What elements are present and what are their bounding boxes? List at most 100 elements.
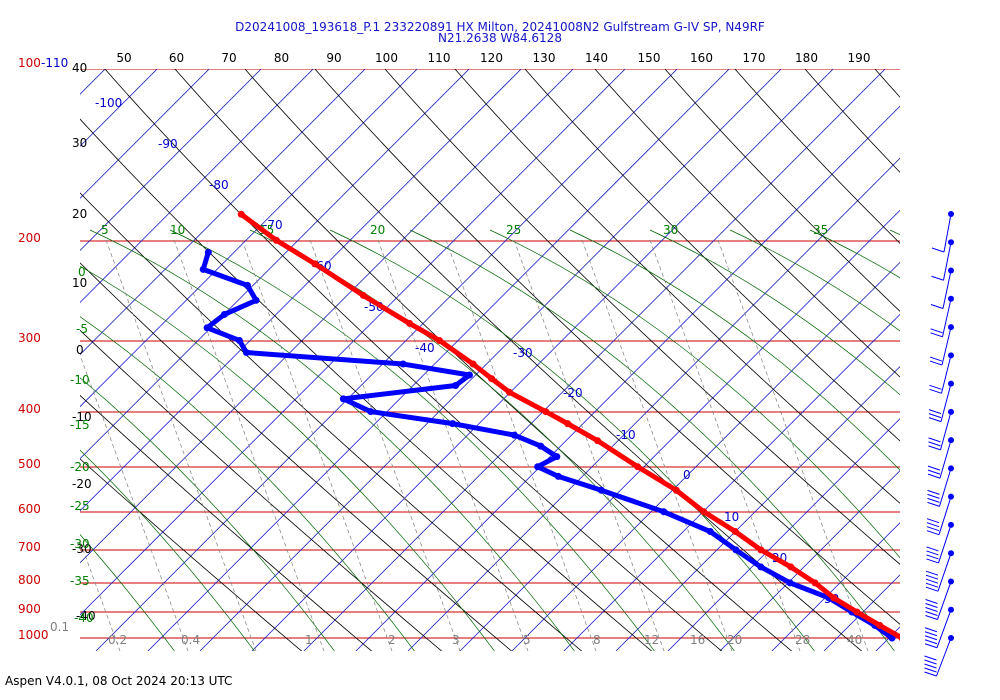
isotherm-line: [80, 69, 626, 616]
height-label: 0: [76, 343, 84, 357]
wind-barb-point: [948, 493, 954, 500]
wind-barb-flag: [925, 582, 939, 588]
mixing-ratio-line: [445, 239, 597, 651]
dewpoint-profile-point: [732, 546, 740, 554]
moist-adiabat-label: 30: [663, 223, 678, 237]
wind-barb-point: [948, 295, 954, 302]
wind-barb-staff: [942, 270, 952, 309]
wind-barb-flag: [925, 614, 938, 620]
isotherm-line: [980, 0, 1000, 651]
wind-barb-flag: [925, 578, 939, 584]
wind-barb: [926, 521, 954, 564]
wind-barb-flag: [925, 602, 938, 608]
dewpoint-profile-point: [252, 296, 260, 304]
isotherm-line: [80, 69, 314, 304]
isotherm-label: -70: [263, 218, 283, 232]
wind-barb: [928, 380, 954, 423]
dry-adiabat-line: [80, 394, 373, 651]
dewpoint-profile-point: [399, 360, 407, 368]
dewpoint-profile-point: [537, 442, 545, 450]
isotherm-label: -30: [513, 346, 533, 360]
moist-adiabat-label: -5: [76, 322, 88, 336]
dewpoint-profile-point: [199, 265, 207, 273]
wind-barb-staff: [936, 637, 952, 677]
wind-barb-flag: [928, 441, 941, 447]
top-scale-label: 160: [690, 51, 713, 65]
wind-barb-point: [948, 324, 954, 331]
isotherm-line: [80, 69, 574, 564]
temperature-profile-point: [700, 508, 708, 516]
dry-adiabat-line: [80, 118, 653, 651]
wind-barb-flag: [927, 465, 941, 471]
wind-barb-point: [948, 437, 954, 444]
dewpoint-profile-point: [204, 248, 212, 256]
top-scale-label: 140: [585, 51, 608, 65]
isotherm-line: [511, 261, 900, 651]
moist-adiabat-line: [649, 229, 900, 396]
dry-adiabat-line: [80, 262, 513, 651]
temperature-profile-point: [469, 360, 477, 368]
footer-version-text: Aspen V4.0.1, 08 Oct 2024 20:13 UTC: [5, 674, 233, 688]
dewpoint-profile-point: [510, 431, 518, 439]
temperature-profile-point: [811, 579, 819, 587]
temperature-profile-point: [359, 291, 367, 299]
moist-adiabat-label: 5: [101, 223, 109, 237]
top-scale-label: 100: [375, 51, 398, 65]
isotherm-label: 0: [683, 468, 691, 482]
wind-barb-flag: [926, 530, 940, 536]
moist-adiabat-label: 25: [506, 223, 521, 237]
temperature-profile-point: [237, 210, 245, 218]
isotherm-label: -10: [616, 428, 636, 442]
chart-title-line1: D20241008_193618_P.1 233220891 HX Milton…: [235, 20, 765, 34]
isotherm-line: [80, 69, 210, 199]
isotherm-line: [147, 69, 730, 651]
wind-barb-staff: [941, 355, 952, 394]
dewpoint-profile-point: [553, 453, 561, 461]
mixing-ratio-label: 40: [847, 633, 862, 647]
mixing-ratio-label: 16: [690, 633, 705, 647]
wind-barb-flag: [927, 469, 941, 475]
wind-barb-flag: [929, 384, 942, 390]
wind-barb-flag: [926, 526, 940, 532]
wind-barb-staff: [938, 496, 952, 535]
pressure-label: 600: [18, 502, 41, 516]
temperature-profile-point: [272, 236, 280, 244]
mixing-ratio-line: [513, 239, 665, 651]
isotherm-line: [771, 522, 900, 651]
wind-barb-flag: [924, 627, 938, 633]
wind-barb-flag: [924, 639, 938, 645]
moist-adiabat-line: [80, 449, 255, 651]
mixing-ratio-line: [649, 239, 801, 651]
dewpoint-profile-point: [242, 349, 250, 357]
height-label: 30: [72, 136, 87, 150]
moist-adiabat-label: -10: [70, 373, 90, 387]
pressure-label: 500: [18, 457, 41, 471]
dry-adiabat-line: [804, 69, 900, 173]
dry-adiabat-line: [104, 69, 723, 651]
dry-adiabat-line: [80, 329, 443, 651]
height-label: 10: [72, 276, 87, 290]
wind-barb-flag: [928, 417, 942, 423]
dewpoint-profile-point: [203, 324, 211, 332]
dry-adiabat-line: [384, 69, 900, 565]
moist-adiabat-line: [80, 377, 335, 651]
wind-barb-staff: [940, 411, 952, 450]
wind-barb-flag: [924, 643, 938, 649]
mixing-ratio-line: [717, 239, 869, 651]
mixing-ratio-label: 1: [305, 633, 313, 647]
mixing-ratio-line: [105, 239, 257, 651]
mixing-ratio-label: 8: [593, 633, 601, 647]
wind-barb-flag: [929, 356, 943, 362]
pressure-label: 400: [18, 402, 41, 416]
wind-barb-flag: [927, 501, 940, 507]
temperature-profile-point: [311, 260, 319, 268]
dewpoint-profile-point: [786, 579, 794, 587]
wind-barb: [929, 352, 954, 394]
isotherm-line: [80, 69, 158, 147]
isotherm-label: -90: [158, 137, 178, 151]
height-label: 40: [72, 61, 87, 75]
moist-adiabat-line: [809, 229, 900, 279]
wind-barb-flag: [925, 574, 939, 580]
dewpoint-profile-point: [660, 508, 668, 516]
wind-barb: [925, 550, 954, 592]
